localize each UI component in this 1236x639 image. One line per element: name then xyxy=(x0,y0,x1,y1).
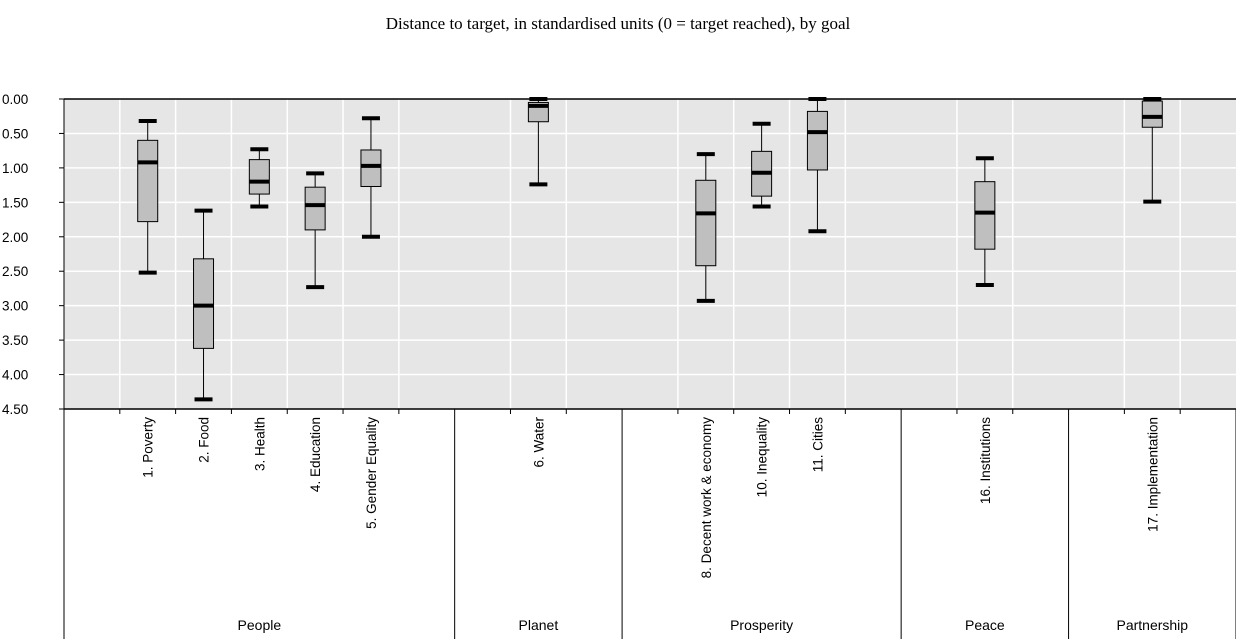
chart-title: Distance to target, in standardised unit… xyxy=(385,14,851,33)
box-plot xyxy=(304,171,326,290)
box-plot xyxy=(193,208,215,402)
category-label: 10. Inequality xyxy=(755,417,770,498)
category-label: 1. Poverty xyxy=(141,417,156,478)
group-label: Planet xyxy=(519,617,559,633)
y-tick-label: 4.50 xyxy=(2,402,28,417)
box-iqr xyxy=(304,186,326,231)
category-label: 6. Water xyxy=(531,416,546,467)
box-iqr xyxy=(1141,100,1163,128)
y-tick-label: 0.00 xyxy=(2,92,28,107)
category-label: 8. Decent work & economy xyxy=(699,417,714,579)
box-iqr xyxy=(360,149,382,187)
category-label: 2. Food xyxy=(197,417,212,463)
box-iqr xyxy=(248,159,270,195)
y-tick-label: 1.50 xyxy=(2,195,28,210)
box-plot xyxy=(974,156,996,287)
category-label: 4. Education xyxy=(308,417,323,492)
box-iqr xyxy=(137,139,159,223)
box-plot xyxy=(1141,97,1163,204)
category-label: 5. Gender Equality xyxy=(364,417,379,529)
plot-background xyxy=(64,99,1236,409)
category-label: 3. Health xyxy=(252,417,267,471)
group-label: Peace xyxy=(965,617,1005,633)
box-plot xyxy=(360,116,382,239)
y-tick-label: 3.00 xyxy=(2,299,28,314)
box-iqr xyxy=(974,181,996,250)
y-tick-label: 4.00 xyxy=(2,368,28,383)
box-iqr xyxy=(695,179,717,267)
box-iqr xyxy=(193,258,215,349)
box-plot xyxy=(695,152,717,303)
category-label: 16. Institutions xyxy=(978,417,993,504)
category-label: 17. Implementation xyxy=(1145,417,1160,532)
box-plot xyxy=(248,147,270,209)
group-label: Prosperity xyxy=(730,617,793,633)
box-plot xyxy=(806,97,828,234)
y-tick-label: 2.00 xyxy=(2,230,28,245)
y-tick-label: 0.50 xyxy=(2,126,28,141)
y-tick-label: 1.00 xyxy=(2,161,28,176)
box-iqr xyxy=(806,110,828,171)
group-label: Partnership xyxy=(1116,617,1188,633)
y-tick-label: 3.50 xyxy=(2,333,28,348)
group-label: People xyxy=(238,617,282,633)
box-plot xyxy=(527,97,549,187)
category-label: 11. Cities xyxy=(810,417,825,473)
box-plot xyxy=(137,119,159,275)
box-plot xyxy=(751,121,773,209)
y-tick-label: 2.50 xyxy=(2,264,28,279)
